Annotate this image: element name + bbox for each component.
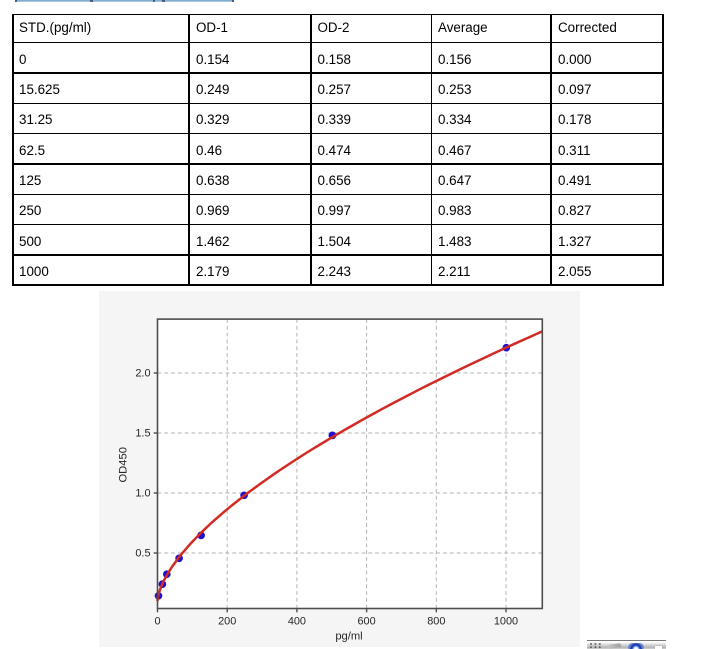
svg-text:0: 0 [154,616,160,628]
svg-text:400: 400 [288,616,306,628]
svg-text:200: 200 [218,616,236,628]
svg-text:1.5: 1.5 [135,428,150,440]
svg-text:2.0: 2.0 [135,368,150,380]
svg-text:800: 800 [427,616,445,628]
svg-text:1000: 1000 [494,616,518,628]
svg-text:0.5: 0.5 [135,548,150,560]
svg-text:OD450: OD450 [118,447,130,482]
svg-text:600: 600 [358,616,376,628]
svg-text:1.0: 1.0 [135,488,150,500]
svg-text:pg/ml: pg/ml [335,631,362,643]
